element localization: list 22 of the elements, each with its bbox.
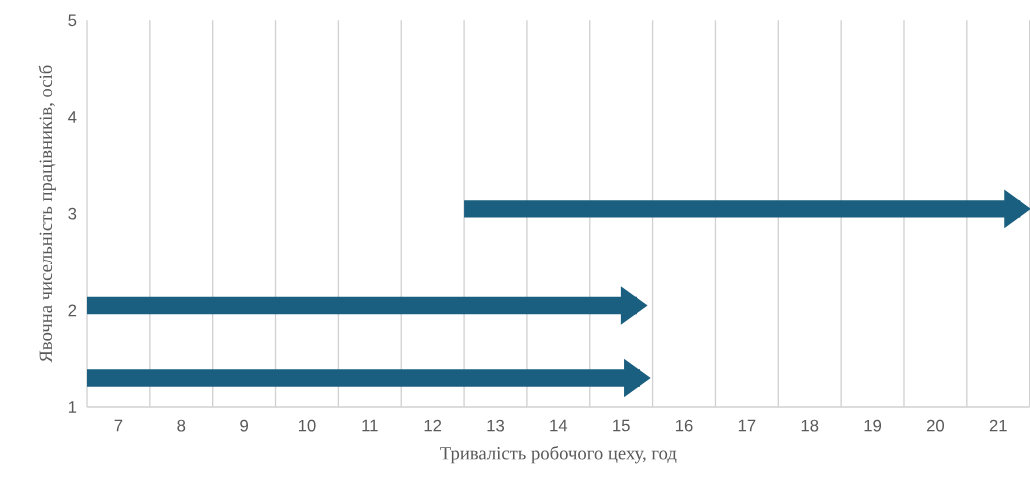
- x-tick-label: 13: [487, 419, 505, 432]
- x-tick-label: 9: [240, 419, 248, 432]
- y-axis-title: Явочна чисельність працівників, осіб: [38, 65, 56, 363]
- x-tick-label: 12: [424, 419, 442, 432]
- x-tick-label: 18: [801, 419, 819, 432]
- x-tick-label: 20: [926, 419, 945, 432]
- x-tick-label: 8: [177, 419, 186, 432]
- x-tick-label: 10: [298, 419, 316, 432]
- x-tick-label: 14: [550, 419, 568, 432]
- y-tick-label: 1: [68, 401, 77, 413]
- y-tick-label: 4: [68, 111, 77, 123]
- x-tick-label: 16: [676, 419, 693, 432]
- x-tick-label: 17: [738, 419, 756, 432]
- y-tick-label: 3: [68, 207, 77, 220]
- x-tick-label: 21: [989, 419, 1007, 432]
- y-tick-label: 5: [68, 14, 77, 27]
- x-tick-label: 11: [362, 419, 378, 432]
- y-tick-label: 2: [68, 304, 77, 317]
- x-tick-label: 15: [613, 419, 630, 432]
- x-tick-label: 19: [864, 419, 882, 432]
- x-axis-title: Тривалість робочого цеху, год: [440, 446, 677, 464]
- x-tick-label: 7: [114, 419, 123, 432]
